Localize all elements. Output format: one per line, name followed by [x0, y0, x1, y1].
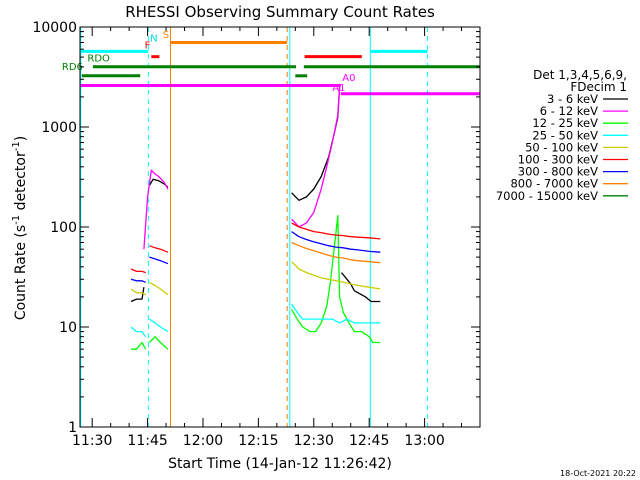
y-tick-label: 100 — [50, 220, 77, 236]
series-5-segment-1 — [149, 245, 169, 253]
x-tick-label: 12:45 — [349, 433, 389, 449]
legend-label-8: 7000 - 15000 keV — [496, 189, 598, 203]
flag-label-n: N — [150, 33, 157, 44]
series-6-segment-0 — [130, 278, 146, 283]
flag-label-a0: A0 — [342, 73, 355, 84]
y-tick-label: 10000 — [32, 20, 77, 36]
x-tick-label: 11:45 — [127, 433, 167, 449]
series-3-segment-1 — [149, 318, 169, 333]
series-1-segment-0 — [143, 169, 169, 250]
legend-label-6: 300 - 800 keV — [518, 165, 598, 179]
flag-label-rdo: RDO — [87, 54, 110, 65]
series-0-segment-3 — [340, 272, 381, 303]
x-tick-label: 13:00 — [404, 433, 444, 449]
legend-label-5: 100 - 300 keV — [518, 153, 598, 167]
y-tick-label: 10 — [59, 320, 77, 336]
flag-label-rd6: RD6 — [62, 62, 83, 73]
legend-title-line-2: FDecim 1 — [570, 80, 627, 94]
axes: 1 10 100 1000 10000 11:30 11:45 12:00 12:15 12:30… — [32, 20, 480, 449]
x-tick-label: 12:30 — [294, 433, 334, 449]
series-3-segment-2 — [291, 303, 381, 324]
series-5-segment-0 — [130, 268, 146, 274]
legend-label-4: 50 - 100 keV — [525, 140, 598, 154]
x-tick-label: 11:30 — [72, 433, 112, 449]
series-4-segment-2 — [291, 261, 381, 290]
series-6-segment-2 — [291, 231, 381, 253]
series-5-segment-2 — [291, 222, 381, 240]
legend-label-2: 12 - 25 keV — [532, 116, 598, 130]
x-axis-label: Start Time (14-Jan-12 11:26:42) — [168, 456, 392, 472]
series-4-segment-0 — [130, 288, 147, 296]
legend-label-3: 25 - 50 keV — [532, 128, 598, 142]
flag-label-f: F — [145, 40, 151, 51]
legend-title-line-1: Det 1,3,4,5,6,9, — [533, 68, 627, 82]
series-6-segment-1 — [149, 256, 169, 265]
y-axis-label: Count Rate (s-1 detector-1) — [11, 136, 29, 320]
series-1-segment-1 — [291, 87, 341, 228]
footer-date: 18-Oct-2021 20:22 — [560, 469, 636, 478]
y-tick-label: 1 — [68, 420, 77, 436]
x-tick-label: 12:15 — [238, 433, 278, 449]
series-3-segment-0 — [130, 326, 147, 338]
series-2-segment-2 — [291, 214, 381, 344]
series-2-segment-1 — [148, 336, 169, 350]
x-tick-label: 12:00 — [183, 433, 223, 449]
flag-label-a1: A1 — [332, 83, 345, 94]
series-7-segment-0 — [291, 241, 381, 264]
legend-label-0: 3 - 6 keV — [547, 92, 598, 106]
flag-label-s: S — [163, 30, 169, 41]
chart-title: RHESSI Observing Summary Count Rates — [125, 3, 435, 21]
legend-label-1: 6 - 12 keV — [540, 104, 598, 118]
series-2-segment-0 — [131, 341, 147, 350]
series-4-segment-1 — [149, 281, 169, 296]
y-tick-label: 1000 — [41, 120, 77, 136]
legend-label-7: 800 - 7000 keV — [510, 177, 598, 191]
